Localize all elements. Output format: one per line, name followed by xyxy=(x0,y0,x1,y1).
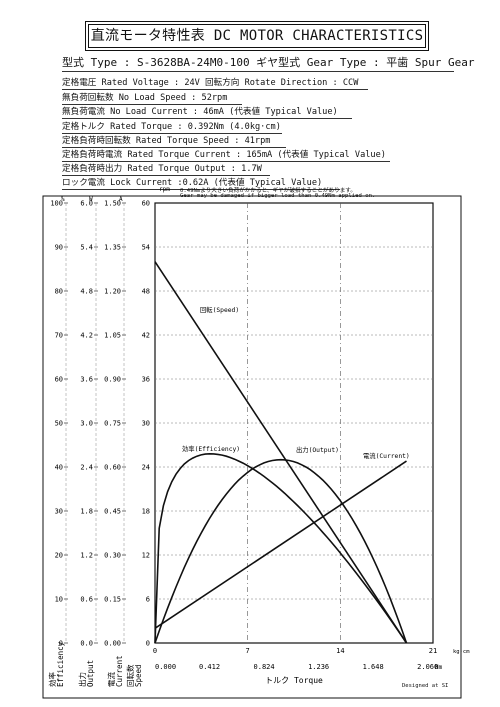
efficiency-tick-label: 30 xyxy=(55,508,63,516)
output-tick-label: 3.6 xyxy=(80,376,93,384)
efficiency-tick-label: 80 xyxy=(55,288,63,296)
speed-axis-label: 回転数Speed xyxy=(125,664,143,687)
spec-model: 型式 Type : S-3628BA-24M0-100 ギヤ型式 Gear Ty… xyxy=(62,54,475,72)
x-tick-label-nm: 1.648 xyxy=(363,663,384,671)
speed-axis-label-jp: 回転数 xyxy=(125,664,135,687)
speed-tick-label: 18 xyxy=(142,508,150,516)
current-tick-label: 0.75 xyxy=(104,420,121,428)
current-tick-label: 0.00 xyxy=(104,640,121,648)
output-tick-label: 3.0 xyxy=(80,420,93,428)
spec-lock-current: ロック電流 Lock Current :0.62A (代表値 Typical V… xyxy=(62,176,340,190)
speed-tick-label: 24 xyxy=(142,464,150,472)
efficiency-axis-label-en: Efficiency xyxy=(56,641,65,687)
current-axis-label-jp: 電流 xyxy=(106,672,116,687)
output-axis-label-jp: 出力 xyxy=(77,672,87,687)
efficiency-tick-label: 40 xyxy=(55,464,63,472)
current-tick-label: 1.20 xyxy=(104,288,121,296)
series-label-current: 電流(Current) xyxy=(363,451,410,460)
output-tick-label: 0.6 xyxy=(80,596,93,604)
x-axis-unit-kgcm: kg·cm xyxy=(453,649,470,655)
efficiency-tick-label: 50 xyxy=(55,420,63,428)
series-label-speed: 回転(Speed) xyxy=(200,306,239,314)
page-title: 直流モータ特性表 DC MOTOR CHARACTERISTICS xyxy=(88,24,426,48)
spec-rated-torque-speed: 定格負荷時回転数 Rated Torque Speed : 41rpm xyxy=(62,134,286,148)
speed-tick-label: 36 xyxy=(142,376,150,384)
current-tick-label: 1.35 xyxy=(104,244,121,252)
output-axis-label: 出力Output xyxy=(77,660,95,687)
spec-rated-torque-current: 定格負荷時電流 Rated Torque Current : 165mA (代表… xyxy=(62,148,390,162)
x-tick-label-nm: 2.060 xyxy=(417,663,438,671)
x-tick-label-nm: 1.236 xyxy=(308,663,329,671)
output-tick-label: 4.2 xyxy=(80,332,93,340)
x-axis-unit-nm: Nm xyxy=(435,664,443,671)
speed-axis-label-en: Speed xyxy=(134,664,143,687)
spec-no-load-current: 無負荷電流 No Load Current : 46mA (代表値 Typica… xyxy=(62,105,352,119)
speed-tick-label: 42 xyxy=(142,332,150,340)
output-unit: W xyxy=(89,196,93,203)
speed-unit: rpm xyxy=(159,186,170,193)
efficiency-tick-label: 70 xyxy=(55,332,63,340)
x-tick-label-nm: 0.824 xyxy=(254,663,275,671)
efficiency-unit: % xyxy=(61,196,65,203)
x-tick-label-nm: 0.412 xyxy=(199,663,220,671)
speed-tick-label: 60 xyxy=(142,200,150,208)
x-tick-label-kgcm: 14 xyxy=(336,647,344,655)
warning-jp: 0.49Nmより大きい負荷がかかると、ギヤが破損することがあります。 xyxy=(180,188,356,194)
current-axis-label-en: Current xyxy=(115,655,124,687)
series-line-output xyxy=(154,458,408,644)
efficiency-axis-label-jp: 効率 xyxy=(47,672,57,687)
speed-tick-label: 54 xyxy=(142,244,150,252)
spec-rated-torque: 定格トルク Rated Torque : 0.392Nm (4.0kg·cm) xyxy=(62,122,282,134)
output-tick-label: 6.0 xyxy=(80,200,93,208)
current-tick-label: 0.30 xyxy=(104,552,121,560)
series-line-speed xyxy=(154,261,408,644)
current-tick-label: 0.45 xyxy=(104,508,121,516)
efficiency-tick-label: 60 xyxy=(55,376,63,384)
spec-rated-voltage: 定格電圧 Rated Voltage : 24V 回転方向 Rotate Dir… xyxy=(62,76,368,90)
output-tick-label: 4.8 xyxy=(80,288,93,296)
speed-tick-label: 30 xyxy=(142,420,150,428)
x-tick-label-kgcm: 21 xyxy=(429,647,437,655)
x-tick-label-kgcm: 7 xyxy=(246,647,250,655)
current-tick-label: 1.50 xyxy=(104,200,121,208)
speed-tick-label: 48 xyxy=(142,288,150,296)
x-tick-label-kgcm: 0 xyxy=(153,647,157,655)
spec-no-load-speed: 無負荷回転数 No Load Speed : 52rpm xyxy=(62,91,242,105)
current-tick-label: 0.90 xyxy=(104,376,121,384)
efficiency-axis-label: 効率Efficiency xyxy=(47,641,65,687)
x-tick-label-nm: 0.000 xyxy=(155,663,176,671)
output-axis-label-en: Output xyxy=(86,660,95,687)
series-label-output: 出力(Output) xyxy=(296,445,339,454)
efficiency-tick-label: 100 xyxy=(50,200,63,208)
efficiency-tick-label: 20 xyxy=(55,552,63,560)
speed-tick-label: 0 xyxy=(146,640,150,648)
output-tick-label: 0.0 xyxy=(80,640,93,648)
efficiency-tick-label: 90 xyxy=(55,244,63,252)
efficiency-tick-label: 10 xyxy=(55,596,63,604)
speed-tick-label: 12 xyxy=(142,552,150,560)
output-tick-label: 1.8 xyxy=(80,508,93,516)
current-tick-label: 1.05 xyxy=(104,332,121,340)
outer-frame xyxy=(42,195,462,699)
speed-tick-label: 6 xyxy=(146,596,150,604)
series-label-efficiency: 効率(Efficiency) xyxy=(182,444,240,453)
spec-rated-torque-output: 定格負荷時出力 Rated Torque Output : 1.7W xyxy=(62,162,270,176)
output-tick-label: 5.4 xyxy=(80,244,93,252)
x-axis-label: トルク Torque xyxy=(265,676,323,685)
efficiency-tick-label: 0 xyxy=(59,640,63,648)
current-tick-label: 0.15 xyxy=(104,596,121,604)
current-axis-label: 電流Current xyxy=(106,655,124,687)
current-tick-label: 0.60 xyxy=(104,464,121,472)
credit: Designed at SI xyxy=(402,683,449,689)
series-line-current xyxy=(154,460,407,629)
current-unit: A xyxy=(119,196,123,203)
series-line-efficiency xyxy=(154,452,408,644)
output-tick-label: 1.2 xyxy=(80,552,93,560)
output-tick-label: 2.4 xyxy=(80,464,93,472)
